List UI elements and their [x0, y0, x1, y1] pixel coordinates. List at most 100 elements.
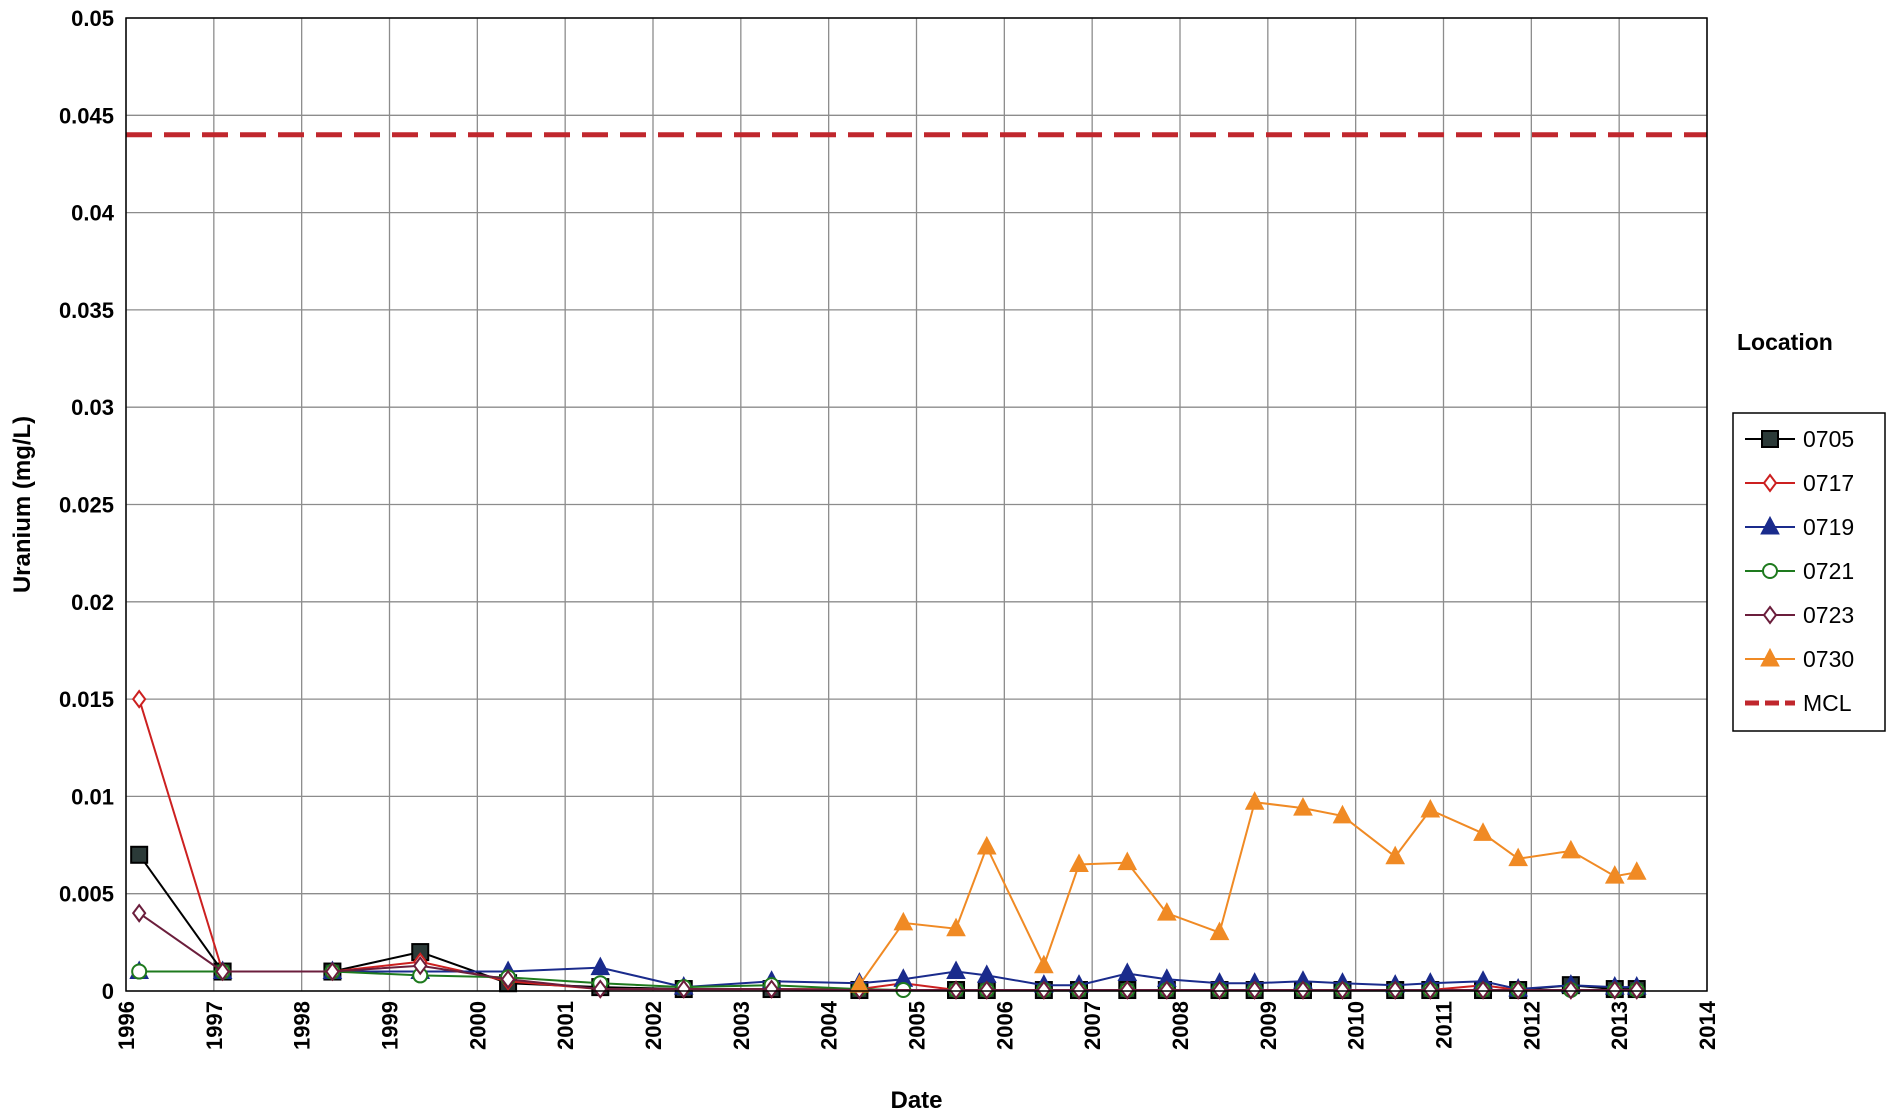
data-point-0723	[979, 980, 995, 1000]
data-point-0730	[946, 917, 966, 937]
x-tick-label: 1997	[202, 1001, 227, 1050]
legend-swatch-marker	[1762, 563, 1778, 579]
x-tick-label: 2012	[1519, 1001, 1544, 1050]
data-point-0723	[948, 980, 964, 1000]
data-point-0730	[1034, 954, 1054, 974]
legend-swatch-marker	[1762, 605, 1778, 625]
data-point-0723	[1335, 980, 1350, 1000]
legend-label: 0730	[1803, 646, 1854, 672]
y-tick-label: 0	[102, 979, 114, 1004]
series-0730	[849, 791, 1647, 993]
y-tick-label: 0.015	[59, 687, 114, 712]
y-tick-label: 0.03	[71, 395, 114, 420]
x-tick-label: 1996	[114, 1001, 139, 1050]
data-point-0723	[1071, 980, 1087, 1000]
data-point-0730	[1244, 791, 1265, 810]
x-tick-label: 2007	[1080, 1001, 1105, 1050]
legend-item-0730: 0730	[1745, 646, 1854, 672]
legend-swatch-marker	[1760, 515, 1780, 535]
legend-label: 0717	[1803, 470, 1854, 496]
grid	[125, 17, 1708, 992]
y-tick-label: 0.045	[59, 103, 114, 128]
data-point-0730	[1473, 822, 1493, 841]
data-point-0723	[412, 956, 428, 976]
x-tick-labels: 1996 1997 1998 1999 2000 2001 2002 2003 2004 2005…	[114, 1000, 1720, 1050]
series-line-0723	[138, 912, 1637, 991]
legend-item-0721: 0721	[1745, 558, 1854, 584]
legend-title: Location	[1737, 329, 1833, 355]
x-tick-label: 2006	[992, 1001, 1017, 1050]
data-point-0705	[130, 845, 149, 864]
data-point-0723	[1036, 980, 1052, 1000]
data-point-0723	[131, 903, 147, 923]
data-point-0730	[1420, 798, 1441, 818]
legend-label: 0705	[1803, 426, 1854, 452]
data-point-0730	[1604, 865, 1625, 884]
y-tick-label: 0.025	[59, 493, 114, 518]
data-point-0730	[849, 974, 870, 993]
data-point-0723	[676, 979, 691, 999]
data-point-0723	[1475, 980, 1491, 1000]
x-tick-label: 2005	[905, 1001, 930, 1050]
data-point-0730	[976, 835, 997, 855]
legend-swatch-marker	[1762, 473, 1778, 493]
data-point-0723	[1212, 980, 1227, 1000]
legend-label: 0719	[1803, 514, 1854, 540]
data-point-0730	[1626, 861, 1647, 880]
x-tick-label: 1998	[290, 1001, 315, 1050]
legend-item-0705: 0705	[1745, 426, 1854, 452]
legend-item-MCL: MCL	[1745, 690, 1852, 716]
data-point-0723	[593, 979, 608, 999]
data-point-0730	[1069, 853, 1089, 873]
y-tick-label: 0.005	[59, 882, 114, 907]
legend-label: MCL	[1803, 690, 1852, 716]
data-point-0723	[1295, 980, 1311, 1000]
series-0705	[130, 845, 1646, 1000]
y-tick-label: 0.035	[59, 298, 114, 323]
legend-label: 0723	[1803, 602, 1854, 628]
data-point-0719	[1117, 962, 1138, 981]
data-point-0723	[1629, 980, 1644, 1000]
legend-swatch-marker	[1760, 647, 1780, 667]
x-tick-label: 2011	[1432, 1001, 1457, 1049]
data-point-0730	[1332, 804, 1353, 824]
x-tick-label: 2003	[729, 1001, 754, 1050]
y-tick-label: 0.05	[71, 6, 114, 31]
y-tick-label: 0.01	[71, 784, 114, 809]
series-0717	[131, 689, 1644, 1000]
data-point-0730	[893, 911, 914, 931]
y-axis-title: Uranium (mg/L)	[9, 416, 36, 593]
data-point-0719	[946, 960, 966, 980]
legend: 0705 0717 0719 0721 0723 0730 MCL	[1732, 412, 1886, 732]
data-point-0717	[131, 689, 147, 709]
legend-item-0723: 0723	[1745, 602, 1854, 628]
data-point-0723	[764, 979, 779, 999]
x-tick-label: 2001	[553, 1001, 578, 1050]
y-tick-labels: 0 0.005 0.01 0.015 0.02 0.025 0.03 0.035 0.04 0.0…	[59, 6, 115, 1004]
y-tick-label: 0.04	[71, 201, 115, 226]
legend-label: 0721	[1803, 558, 1854, 584]
data-point-0730	[1209, 921, 1230, 941]
legend-item-0717: 0717	[1745, 470, 1854, 496]
data-point-0723	[1247, 980, 1262, 1000]
data-point-0723	[215, 961, 230, 982]
legend-item-0719: 0719	[1745, 514, 1854, 540]
data-point-0723	[1563, 980, 1579, 1000]
x-tick-label: 2010	[1344, 1001, 1369, 1050]
data-point-0730	[1117, 851, 1138, 871]
data-point-0730	[1385, 845, 1406, 865]
x-tick-label: 2004	[817, 1000, 842, 1050]
legend-swatch-marker	[1761, 430, 1779, 448]
x-tick-label: 2008	[1168, 1001, 1193, 1050]
x-tick-label: 2009	[1256, 1001, 1281, 1050]
y-tick-label: 0.02	[71, 590, 114, 615]
plot-series	[126, 132, 1707, 1000]
data-point-0723	[325, 961, 340, 982]
data-point-0730	[1508, 847, 1528, 867]
x-tick-label: 2002	[641, 1001, 666, 1050]
series-0723	[131, 903, 1644, 1000]
x-tick-label: 2013	[1607, 1001, 1632, 1050]
data-point-0723	[1387, 980, 1403, 1000]
x-tick-label: 1999	[378, 1001, 403, 1050]
